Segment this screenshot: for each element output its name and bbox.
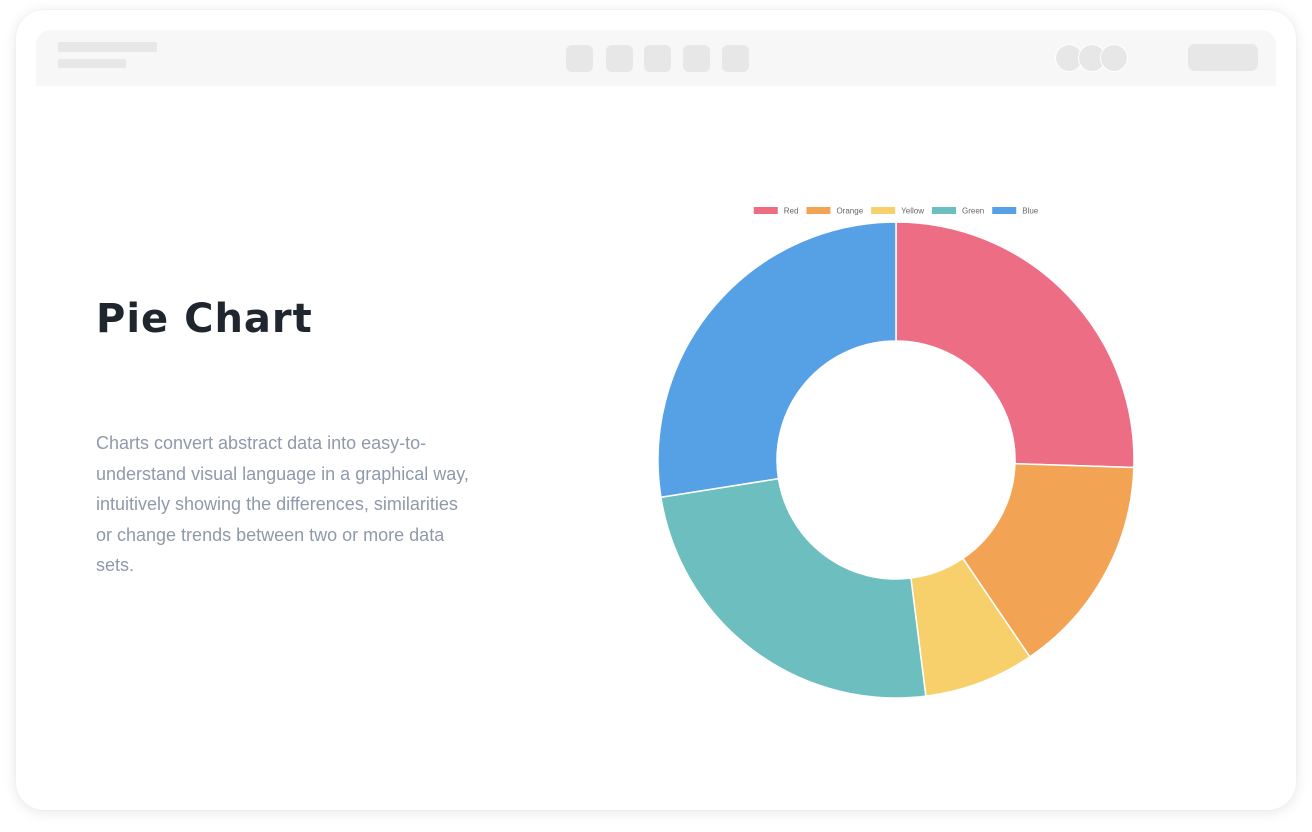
legend-swatch-yellow[interactable]: [871, 207, 896, 214]
toolbar-button-2[interactable]: [606, 45, 633, 72]
app-subtitle-placeholder: [58, 59, 126, 68]
toolbar-button-5[interactable]: [722, 45, 749, 72]
legend-label-red[interactable]: Red: [784, 207, 799, 216]
slice-blue[interactable]: [657, 221, 897, 499]
legend-swatch-orange[interactable]: [806, 207, 831, 214]
legend-swatch-green[interactable]: [931, 207, 956, 214]
app-title-placeholder: [58, 42, 157, 52]
slice-orange[interactable]: [961, 462, 1135, 658]
toolbar-button-3[interactable]: [644, 45, 671, 72]
legend-label-blue[interactable]: Blue: [1022, 207, 1039, 216]
page-title: Pie Chart: [96, 296, 313, 342]
slice-red[interactable]: [895, 221, 1135, 469]
legend-swatch-blue[interactable]: [992, 207, 1017, 214]
top-bar: [36, 30, 1276, 86]
slice-green[interactable]: [660, 477, 927, 699]
toolbar-button-4[interactable]: [683, 45, 710, 72]
page-description: Charts convert abstract data into easy-t…: [96, 433, 469, 575]
avatar[interactable]: [1100, 44, 1128, 72]
legend-swatch-red[interactable]: [753, 207, 778, 214]
legend-label-green[interactable]: Green: [962, 207, 984, 216]
chart-legend: Red Orange Yellow Green Blue: [753, 207, 1039, 216]
legend-label-yellow[interactable]: Yellow: [901, 207, 924, 216]
doughnut-chart: Red Orange Yellow Green Blue: [657, 207, 1135, 699]
toolbar-button-1[interactable]: [566, 45, 593, 72]
chart-slices: [657, 221, 1135, 699]
action-button[interactable]: [1188, 44, 1258, 71]
legend-label-orange[interactable]: Orange: [836, 207, 863, 216]
app-window: Pie Chart Charts convert abstract data i…: [16, 10, 1296, 810]
